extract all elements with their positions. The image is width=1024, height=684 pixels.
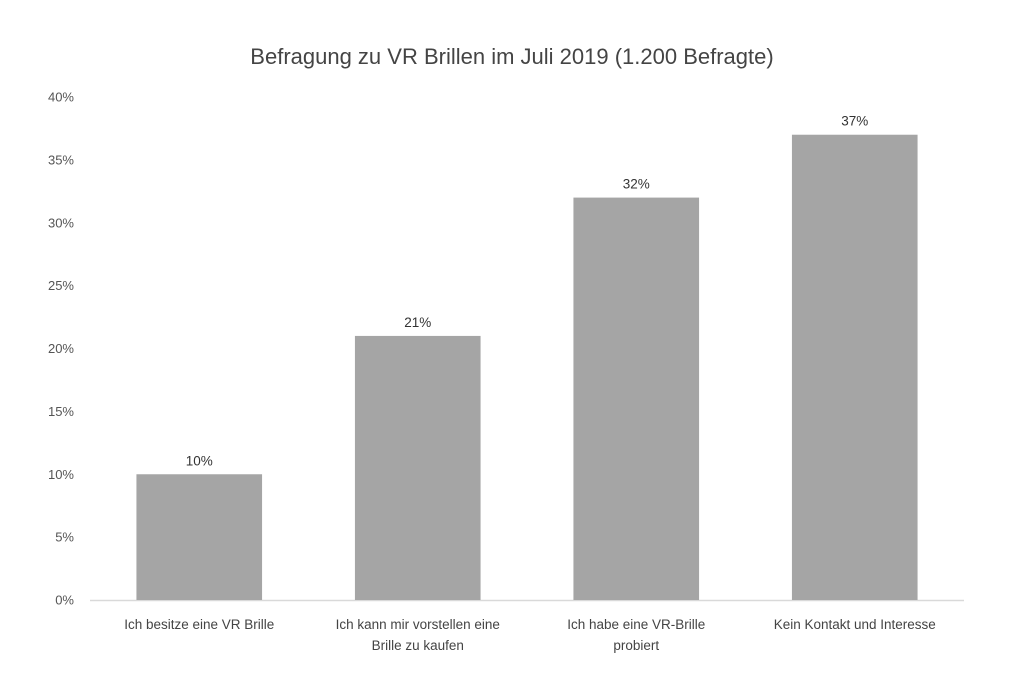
y-tick-label: 35% (48, 152, 74, 167)
y-tick-label: 10% (48, 467, 74, 482)
y-tick-label: 0% (55, 593, 74, 608)
y-tick-label: 25% (48, 278, 74, 293)
y-tick-label: 5% (55, 530, 74, 545)
x-tick-label: Ich besitze eine VR Brille (124, 617, 274, 632)
y-tick-label: 40% (48, 90, 74, 105)
y-tick-label: 30% (48, 215, 74, 230)
x-tick-label: Ich kann mir vorstellen eine (336, 617, 500, 632)
bar (573, 197, 700, 600)
bar (791, 134, 918, 600)
y-tick-label: 20% (48, 341, 74, 356)
chart-title: Befragung zu VR Brillen im Juli 2019 (1.… (250, 44, 774, 69)
bar (136, 474, 263, 600)
data-label: 10% (186, 453, 213, 468)
data-label: 21% (404, 315, 431, 330)
data-label: 37% (841, 114, 868, 129)
data-label: 32% (623, 177, 650, 192)
x-tick-label: Ich habe eine VR-Brille (567, 617, 705, 632)
x-tick-label: Brille zu kaufen (372, 638, 464, 653)
x-tick-label: probiert (613, 638, 659, 653)
y-tick-label: 15% (48, 404, 74, 419)
bar (354, 335, 481, 600)
x-tick-label: Kein Kontakt und Interesse (774, 617, 936, 632)
